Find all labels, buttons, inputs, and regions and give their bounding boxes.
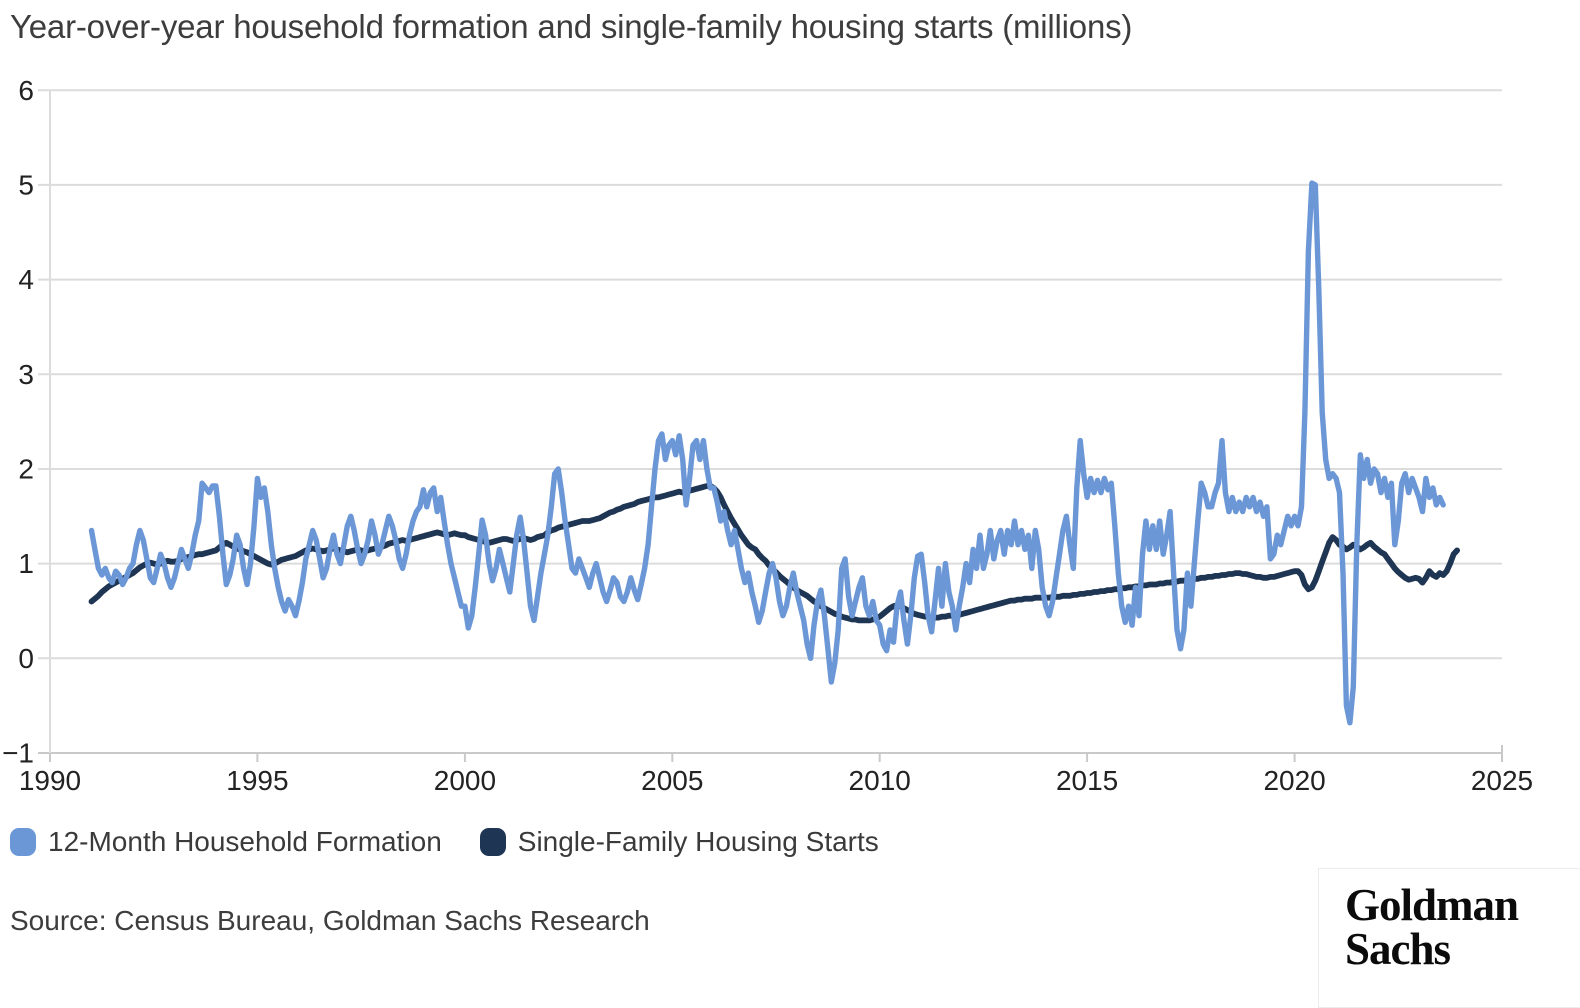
x-tick-label: 2005 [641,765,703,796]
y-tick-label: 5 [18,169,34,200]
logo-line-2: Sachs [1345,924,1451,975]
x-tick-label: 2015 [1056,765,1118,796]
x-tick-label: 2025 [1471,765,1533,796]
chart-legend: 12-Month Household Formation Single-Fami… [10,826,879,858]
chart-title: Year-over-year household formation and s… [10,8,1133,45]
goldman-sachs-logo: Goldman Sachs [1318,868,1580,1008]
y-tick-label: 0 [18,643,34,674]
y-tick-label: 1 [18,548,34,579]
legend-label-housing-starts: Single-Family Housing Starts [517,826,879,857]
x-tick-label: 2010 [849,765,911,796]
source-text: Source: Census Bureau, Goldman Sachs Res… [10,905,650,936]
legend-swatch-household-formation-icon [10,828,36,856]
y-tick-label: 2 [18,454,34,485]
y-tick-label: 6 [18,75,34,106]
legend-item-household-formation[interactable]: 12-Month Household Formation [10,826,442,858]
logo-line-1: Goldman [1345,880,1519,930]
x-tick-label: 1990 [19,765,81,796]
legend-item-housing-starts[interactable]: Single-Family Housing Starts [479,826,879,858]
x-tick-label: 1995 [226,765,288,796]
legend-label-household-formation: 12-Month Household Formation [48,826,442,857]
series-household-formation-line[interactable] [88,180,1446,726]
x-tick-label: 2020 [1263,765,1325,796]
legend-swatch-housing-starts-icon [479,828,506,856]
y-tick-label: 3 [18,359,34,390]
x-tick-label: 2000 [434,765,496,796]
y-tick-label: 4 [18,264,34,295]
y-tick-label: −1 [2,738,34,769]
